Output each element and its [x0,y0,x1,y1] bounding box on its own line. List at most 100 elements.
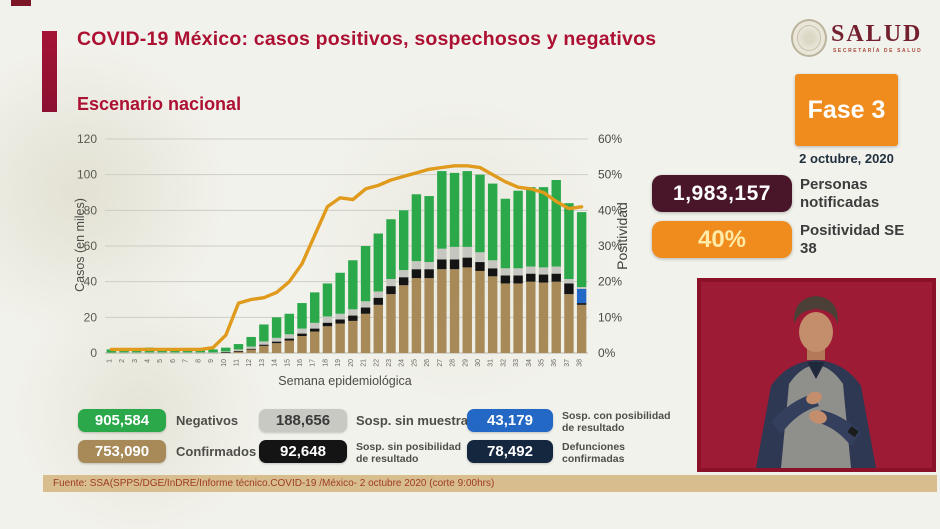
x-axis-label: Semana epidemiológica [278,374,412,388]
y-left-tick: 100 [77,168,97,182]
y-left-tick: 40 [84,275,98,289]
x-tick: 28 [450,359,457,367]
legend-sin-posibilidad-label: Sosp. sin posibilidad de resultado [356,441,462,466]
bar-segment [449,172,460,247]
bar-segment [233,350,244,352]
legend-negativos-value: 905,584 [78,409,166,432]
y-left-tick: 80 [84,203,98,217]
bar-segment [259,344,269,346]
bar-segment [411,261,422,270]
bar-segment [322,322,333,327]
bar-segment [513,190,523,269]
x-tick: 35 [539,359,546,367]
y-right-tick: 30% [598,239,622,253]
bar-segment [398,270,409,278]
bar-segment [564,283,574,295]
y-right-tick: 40% [598,203,622,217]
page-subtitle: Escenario nacional [77,94,242,114]
bar-segment [513,275,523,284]
x-tick: 12 [246,359,253,367]
x-tick: 11 [233,359,240,366]
bar-segment [475,252,485,263]
x-tick: 10 [221,359,228,367]
x-tick: 38 [577,359,584,367]
bar-segment [398,277,409,286]
bar-segment [398,285,409,353]
bar-segment [551,281,561,353]
interpreter-hand [806,391,822,405]
bar-segment [576,212,587,288]
bar-segment [233,349,244,351]
salud-logo-text: SALUD [831,21,923,47]
bar-segment [246,349,256,353]
bar-segment [170,352,180,354]
bar-segment [284,334,295,339]
y-axis-left-label: Casos (en miles) [73,198,87,292]
bar-segment [119,352,129,354]
bar-segment [564,278,574,284]
bar-segment [526,273,536,282]
bar-segment [284,313,295,335]
bar-segment [449,246,460,260]
bar-segment [411,194,422,262]
x-tick: 33 [513,359,520,367]
y-right-tick: 20% [598,275,622,289]
x-tick: 2 [119,359,126,363]
bar-segment [398,210,409,271]
x-tick: 20 [348,359,355,367]
legend-con-posibilidad-label: Sosp. con posibilidad de resultado [562,410,671,435]
y-right-tick: 50% [598,168,622,182]
bar-segment [259,341,269,345]
x-tick: 14 [272,359,279,367]
bar-segment [538,274,549,283]
legend-defunciones-label: Defunciones confirmadas [562,441,626,466]
bar-segment [500,275,511,284]
bar-segment [462,246,472,258]
bar-segment [132,352,142,354]
bar-segment [182,352,193,354]
bar-segment [246,346,256,349]
bar-segment [538,187,549,268]
x-tick: 32 [500,359,507,367]
x-tick: 18 [322,359,329,367]
bar-segment [386,219,396,279]
bar-segment [373,304,383,353]
bar-segment [576,288,587,304]
x-tick: 23 [386,359,393,367]
bar-segment [233,344,244,350]
x-tick: 25 [411,359,418,367]
bar-segment [424,196,434,263]
y-right-tick: 10% [598,310,622,324]
bar-segment [322,326,333,353]
bar-segment [348,315,358,321]
legend-sin-muestra-value: 188,656 [259,409,347,432]
bar-segment [551,266,561,274]
bar-segment [297,333,307,337]
bar-segment [284,338,295,341]
bar-segment [297,303,307,329]
bar-segment [513,283,523,353]
bar-segment [144,352,155,354]
bar-segment [360,246,371,302]
bar-segment [500,283,511,353]
legend-con-posibilidad-value: 43,179 [467,409,553,432]
y-left-tick: 20 [84,310,98,324]
bar-segment [386,286,396,295]
x-tick: 22 [373,359,380,367]
bar-segment [526,187,536,267]
bar-segment [564,203,574,279]
bar-segment [513,268,523,276]
bar-segment [424,278,434,353]
bar-segment [462,267,472,353]
x-tick: 8 [195,359,202,363]
bar-segment [335,272,345,314]
bar-segment [335,313,345,320]
x-tick: 21 [361,359,368,367]
legend-sin-posibilidad-value: 92,648 [259,440,347,463]
x-tick: 27 [437,359,444,367]
bar-segment [500,198,511,269]
bar-segment [259,345,269,353]
x-tick: 1 [106,359,113,363]
x-tick: 19 [335,359,342,367]
bar-segment [310,328,320,332]
